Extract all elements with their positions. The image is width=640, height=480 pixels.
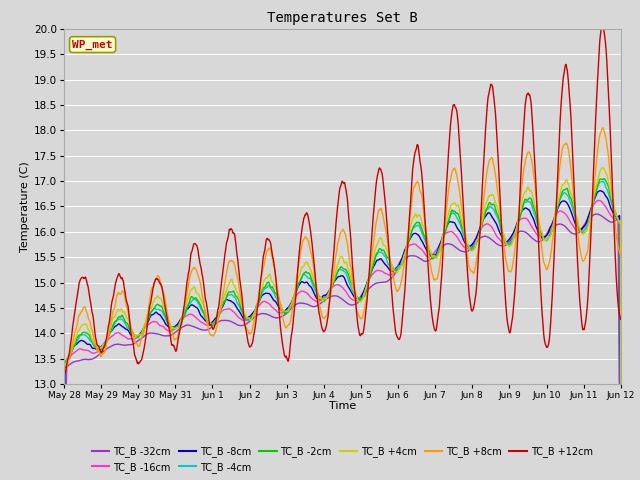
TC_B -4cm — [617, 381, 625, 387]
TC_B -2cm — [617, 381, 625, 387]
TC_B -16cm — [246, 314, 254, 320]
Line: TC_B -16cm: TC_B -16cm — [64, 200, 621, 384]
TC_B -2cm — [184, 304, 191, 310]
TC_B -16cm — [60, 381, 68, 387]
TC_B +4cm — [429, 254, 436, 260]
TC_B -8cm — [60, 381, 68, 387]
TC_B +12cm — [429, 318, 436, 324]
TC_B -16cm — [617, 381, 625, 387]
TC_B +4cm — [617, 381, 625, 387]
TC_B -4cm — [246, 316, 254, 322]
TC_B +4cm — [551, 213, 559, 219]
TC_B +8cm — [551, 219, 559, 225]
TC_B -4cm — [551, 215, 559, 221]
TC_B +8cm — [246, 331, 254, 337]
TC_B -8cm — [596, 188, 604, 193]
TC_B -2cm — [170, 326, 178, 332]
X-axis label: Time: Time — [329, 401, 356, 411]
TC_B -8cm — [170, 324, 178, 330]
TC_B +8cm — [502, 256, 509, 262]
TC_B +8cm — [599, 125, 607, 131]
TC_B -2cm — [429, 256, 436, 262]
TC_B -16cm — [595, 197, 603, 203]
TC_B -8cm — [429, 252, 436, 258]
TC_B -4cm — [170, 325, 178, 331]
TC_B -16cm — [502, 240, 509, 246]
TC_B -2cm — [60, 381, 68, 387]
Title: Temperatures Set B: Temperatures Set B — [267, 11, 418, 25]
Line: TC_B +4cm: TC_B +4cm — [64, 168, 621, 384]
TC_B +4cm — [246, 318, 254, 324]
Line: TC_B +8cm: TC_B +8cm — [64, 128, 621, 384]
TC_B -32cm — [170, 330, 178, 336]
Text: WP_met: WP_met — [72, 39, 113, 49]
TC_B +4cm — [502, 239, 509, 245]
Y-axis label: Temperature (C): Temperature (C) — [20, 161, 29, 252]
TC_B -32cm — [593, 211, 601, 217]
TC_B -4cm — [184, 302, 191, 308]
TC_B +4cm — [599, 165, 607, 170]
TC_B -16cm — [184, 312, 191, 318]
TC_B -4cm — [60, 381, 68, 387]
TC_B -32cm — [617, 381, 625, 387]
Line: TC_B -2cm: TC_B -2cm — [64, 179, 621, 384]
TC_B +12cm — [170, 344, 178, 350]
TC_B -16cm — [551, 215, 559, 221]
TC_B +12cm — [184, 275, 191, 280]
TC_B -8cm — [551, 214, 559, 219]
TC_B +12cm — [502, 298, 509, 303]
TC_B +8cm — [60, 381, 68, 387]
TC_B -32cm — [429, 255, 436, 261]
TC_B +12cm — [246, 344, 254, 349]
TC_B -8cm — [502, 240, 509, 245]
TC_B +12cm — [60, 381, 68, 387]
TC_B -4cm — [502, 240, 509, 245]
TC_B +12cm — [551, 241, 559, 247]
TC_B -4cm — [599, 179, 607, 184]
TC_B -8cm — [617, 381, 625, 387]
Line: TC_B +12cm: TC_B +12cm — [64, 26, 621, 384]
TC_B -2cm — [600, 176, 608, 181]
TC_B +12cm — [617, 316, 625, 322]
TC_B -4cm — [429, 253, 436, 259]
TC_B +8cm — [617, 252, 625, 258]
TC_B -2cm — [246, 316, 254, 322]
Legend: TC_B -32cm, TC_B -16cm, TC_B -8cm, TC_B -4cm, TC_B -2cm, TC_B +4cm, TC_B +8cm, T: TC_B -32cm, TC_B -16cm, TC_B -8cm, TC_B … — [88, 442, 596, 477]
TC_B +4cm — [170, 326, 178, 332]
Line: TC_B -8cm: TC_B -8cm — [64, 191, 621, 384]
TC_B -16cm — [170, 326, 178, 332]
TC_B -8cm — [246, 313, 254, 319]
TC_B -32cm — [184, 322, 191, 328]
TC_B -32cm — [502, 242, 509, 248]
TC_B -32cm — [60, 381, 68, 387]
TC_B -16cm — [429, 252, 436, 257]
Line: TC_B -4cm: TC_B -4cm — [64, 181, 621, 384]
TC_B +8cm — [184, 286, 191, 291]
TC_B -2cm — [551, 218, 559, 224]
TC_B -32cm — [551, 223, 559, 229]
TC_B +4cm — [184, 297, 191, 302]
Line: TC_B -32cm: TC_B -32cm — [64, 214, 621, 384]
TC_B +4cm — [60, 381, 68, 387]
TC_B +8cm — [170, 337, 178, 343]
TC_B -8cm — [184, 306, 191, 312]
TC_B -32cm — [246, 318, 254, 324]
TC_B -2cm — [502, 238, 509, 244]
TC_B +12cm — [599, 24, 607, 29]
TC_B +8cm — [429, 273, 436, 279]
